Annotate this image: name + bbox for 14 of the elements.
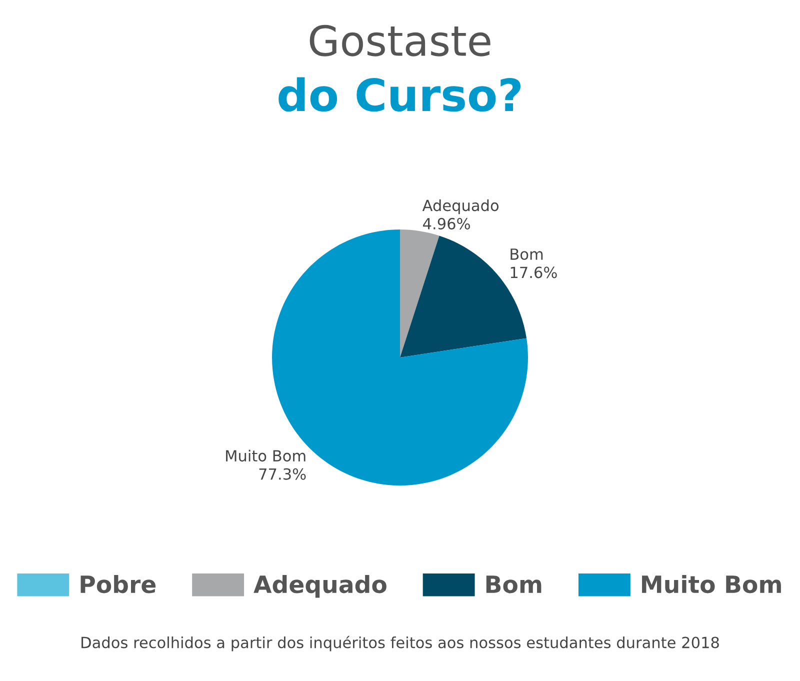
- data-label: 4.96%: [423, 218, 470, 230]
- legend-label: Pobre: [80, 574, 156, 594]
- data-label: 17.6%: [510, 266, 557, 278]
- legend-label: Bom: [486, 576, 542, 594]
- legend-label: Adequado: [254, 574, 386, 598]
- chart-title: Gostaste: [310, 24, 490, 56]
- text: Dados recolhidos a partir dos inquéritos feitos aos nossos estudantes durante 2018: [82, 636, 719, 652]
- slice-label: Muito Bom: [226, 450, 306, 462]
- slice-label: Bom: [510, 248, 543, 260]
- data-label: 77.3%: [259, 468, 306, 480]
- chart-subtitle: do Curso?: [278, 77, 520, 112]
- slice-label: Adequado: [422, 199, 499, 214]
- legend-label: Muito Bom: [642, 574, 781, 594]
- pie-slice: [400, 230, 440, 358]
